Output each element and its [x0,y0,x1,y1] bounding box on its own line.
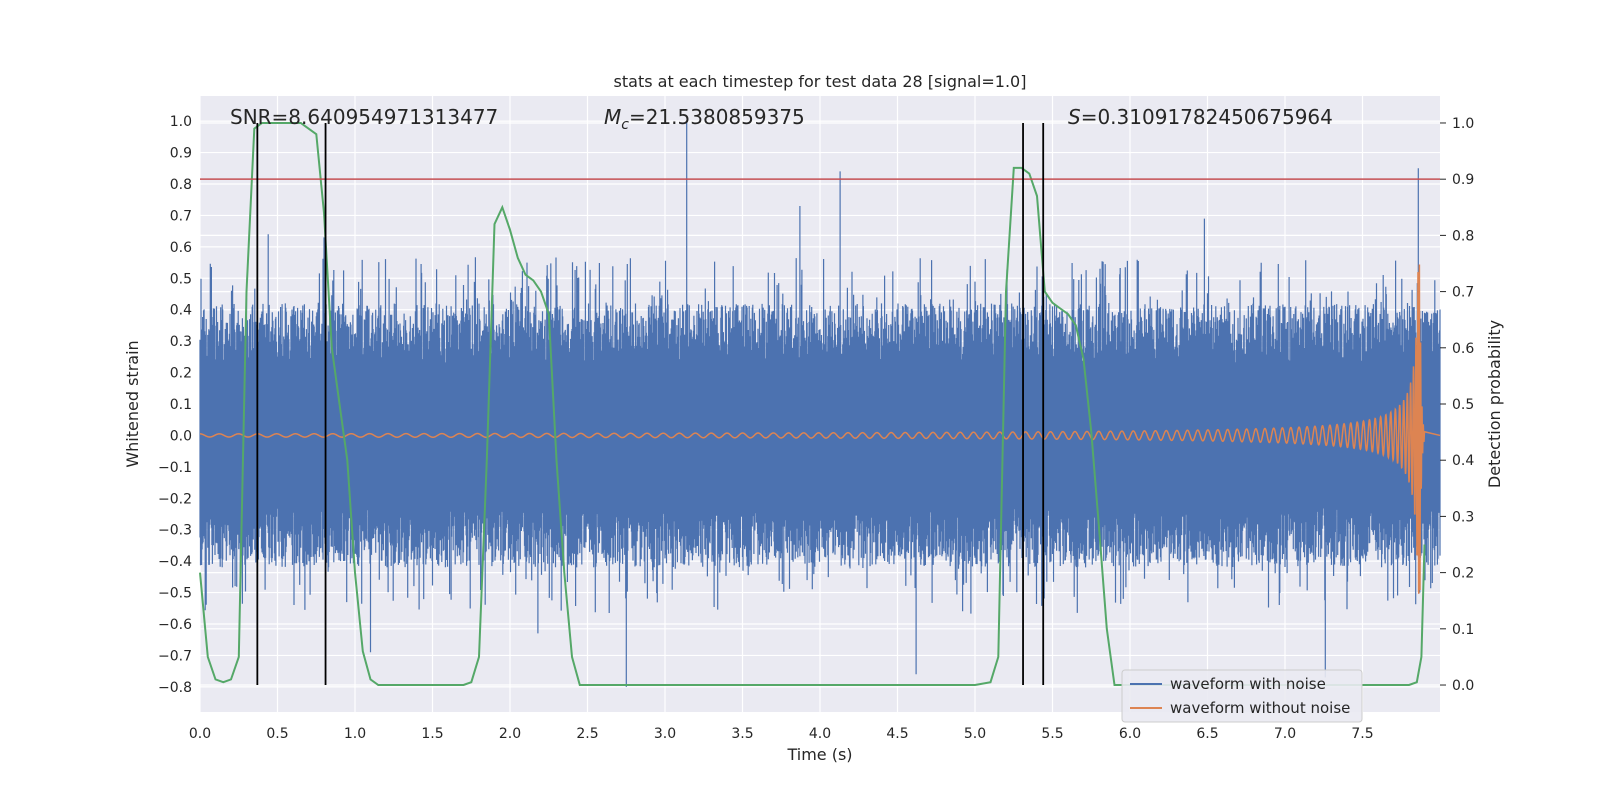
x-tick-label: 0.0 [189,726,211,742]
legend-label-noise: waveform with noise [1170,675,1326,693]
y-tick-label: 0.2 [170,366,192,382]
x-tick-label: 1.5 [421,726,443,742]
y-tick-label: −0.8 [158,680,192,696]
legend: waveform with noise waveform without noi… [1121,669,1363,723]
chirp-mass-annotation: Mc=21.5380859375 [604,105,805,133]
x-axis-label: Time (s) [786,745,852,764]
x-tick-label: 5.0 [964,726,986,742]
s-annotation: S=0.31091782450675964 [1068,105,1333,129]
y2-axis-label: Detection probability [1485,320,1504,488]
x-tick-label: 6.5 [1196,726,1218,742]
y2-tick-label: 0.0 [1452,678,1474,694]
y-tick-label: −0.6 [158,617,192,633]
x-tick-label: 5.5 [1041,726,1063,742]
threshold-and-windows [200,122,1440,686]
y-tick-label: −0.4 [158,554,192,570]
y-tick-label: 0.7 [170,208,192,224]
y-tick-label: −0.2 [158,491,192,507]
y-tick-label: 0.6 [170,240,192,256]
y2-tick-label: 0.1 [1452,622,1474,638]
chart-title: stats at each timestep for test data 28 … [614,72,1027,91]
y2-tick-label: 0.6 [1452,341,1474,357]
axis-ticks: 0.0 0.5 1.0 1.5 2.0 2.5 3.0 3.5 4.0 4.5 5.0 5.5 6.0 6… [158,114,1474,742]
y2-tick-label: 0.2 [1452,566,1474,582]
x-tick-label: 1.0 [344,726,366,742]
x-tick-label: 6.0 [1119,726,1141,742]
y2-tick-label: 0.3 [1452,509,1474,525]
legend-label-clean: waveform without noise [1170,699,1350,717]
x-tick-label: 3.0 [654,726,676,742]
y2-tick-label: 1.0 [1452,116,1474,132]
x-tick-label: 4.5 [886,726,908,742]
y-tick-label: 0.4 [170,303,192,319]
y-tick-label: −0.1 [158,460,192,476]
y-tick-label: 0.9 [170,146,192,162]
legend-box [1121,669,1363,723]
x-tick-label: 2.5 [576,726,598,742]
snr-annotation: SNR=8.640954971313477 [230,105,498,129]
chirp-trace [200,264,1441,594]
x-tick-label: 2.0 [499,726,521,742]
y-tick-label: 0.8 [170,177,192,193]
y2-tick-label: 0.7 [1452,285,1474,301]
y-tick-label: 0.0 [170,428,192,444]
y2-tick-label: 0.9 [1452,172,1474,188]
probability-trace [199,122,1426,686]
y-tick-label: 0.5 [170,271,192,287]
y-tick-label: −0.7 [158,648,192,664]
y2-tick-label: 0.5 [1452,397,1474,413]
x-tick-label: 7.5 [1351,726,1373,742]
series-waveform-without-noise [200,264,1441,594]
y-tick-label: −0.3 [158,523,192,539]
y-tick-label: 0.1 [170,397,192,413]
x-tick-label: 0.5 [266,726,288,742]
x-tick-label: 7.0 [1274,726,1296,742]
y-tick-label: 1.0 [170,114,192,130]
series-detection-probability [199,122,1426,686]
y2-tick-label: 0.4 [1452,453,1474,469]
x-tick-label: 3.5 [731,726,753,742]
y2-tick-label: 0.8 [1452,228,1474,244]
x-tick-label: 4.0 [809,726,831,742]
y-axis-label: Whitened strain [123,340,142,467]
y-tick-label: 0.3 [170,334,192,350]
y-tick-label: −0.5 [158,586,192,602]
